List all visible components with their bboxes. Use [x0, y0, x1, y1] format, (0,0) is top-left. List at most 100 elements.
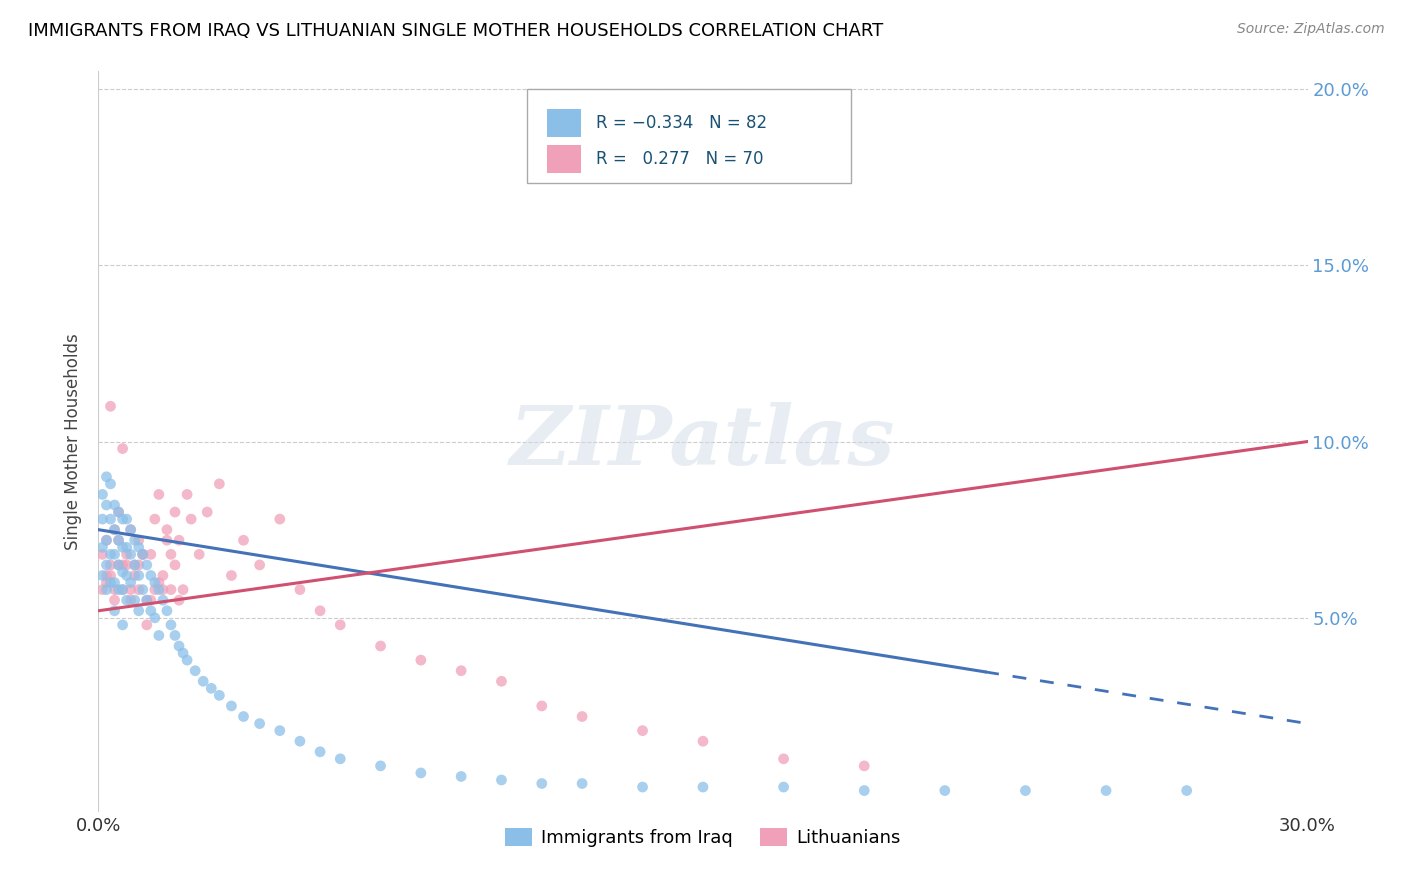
- Point: [107, 505, 129, 519]
- Point: [148, 575, 170, 590]
- Point: [329, 752, 352, 766]
- Point: [103, 498, 125, 512]
- Point: [160, 547, 183, 561]
- Text: R =   0.277   N = 70: R = 0.277 N = 70: [596, 150, 763, 168]
- Point: [124, 558, 146, 572]
- Point: [772, 780, 794, 794]
- Point: [530, 698, 553, 713]
- Point: [249, 716, 271, 731]
- Point: [208, 476, 231, 491]
- Point: [135, 593, 157, 607]
- Point: [103, 604, 125, 618]
- Point: [163, 628, 186, 642]
- Point: [156, 604, 179, 618]
- Point: [128, 568, 150, 582]
- Point: [139, 547, 162, 561]
- Point: [115, 547, 138, 561]
- Point: [100, 512, 122, 526]
- Point: [111, 582, 134, 597]
- Point: [132, 547, 155, 561]
- Point: [107, 558, 129, 572]
- Point: [329, 618, 352, 632]
- Point: [96, 498, 118, 512]
- Point: [120, 575, 142, 590]
- Point: [409, 766, 432, 780]
- Point: [934, 783, 956, 797]
- Point: [128, 533, 150, 548]
- Point: [530, 776, 553, 790]
- Point: [132, 582, 155, 597]
- Point: [111, 582, 134, 597]
- Point: [143, 611, 166, 625]
- Point: [111, 541, 134, 555]
- Point: [184, 664, 207, 678]
- Point: [115, 593, 138, 607]
- Point: [124, 593, 146, 607]
- Point: [96, 558, 118, 572]
- Point: [269, 723, 291, 738]
- Point: [120, 523, 142, 537]
- Point: [103, 523, 125, 537]
- Point: [143, 575, 166, 590]
- Point: [103, 523, 125, 537]
- Point: [167, 593, 190, 607]
- Point: [107, 582, 129, 597]
- Point: [115, 541, 138, 555]
- Point: [120, 593, 142, 607]
- Point: [100, 547, 122, 561]
- Point: [692, 734, 714, 748]
- Point: [124, 568, 146, 582]
- Point: [491, 772, 513, 787]
- Point: [96, 533, 118, 548]
- Point: [100, 476, 122, 491]
- Point: [160, 618, 183, 632]
- Point: [120, 547, 142, 561]
- Point: [107, 505, 129, 519]
- Point: [128, 558, 150, 572]
- Point: [232, 709, 254, 723]
- Point: [163, 505, 186, 519]
- Point: [143, 582, 166, 597]
- Point: [120, 523, 142, 537]
- Point: [139, 593, 162, 607]
- Point: [152, 593, 174, 607]
- Text: R = −0.334   N = 82: R = −0.334 N = 82: [596, 114, 768, 132]
- Point: [124, 558, 146, 572]
- Point: [135, 558, 157, 572]
- Point: [208, 689, 231, 703]
- Point: [491, 674, 513, 689]
- Text: Source: ZipAtlas.com: Source: ZipAtlas.com: [1237, 22, 1385, 37]
- Point: [167, 533, 190, 548]
- Text: IMMIGRANTS FROM IRAQ VS LITHUANIAN SINGLE MOTHER HOUSEHOLDS CORRELATION CHART: IMMIGRANTS FROM IRAQ VS LITHUANIAN SINGL…: [28, 22, 883, 40]
- Point: [103, 593, 125, 607]
- Point: [309, 745, 332, 759]
- Legend: Immigrants from Iraq, Lithuanians: Immigrants from Iraq, Lithuanians: [498, 821, 908, 855]
- Point: [853, 783, 876, 797]
- Point: [156, 533, 179, 548]
- Point: [221, 698, 243, 713]
- Point: [172, 646, 194, 660]
- Point: [135, 593, 157, 607]
- Point: [107, 533, 129, 548]
- Point: [91, 541, 114, 555]
- Point: [450, 664, 472, 678]
- Point: [120, 582, 142, 597]
- Point: [160, 582, 183, 597]
- Point: [111, 565, 134, 579]
- Point: [232, 533, 254, 548]
- Point: [115, 558, 138, 572]
- Point: [772, 752, 794, 766]
- Point: [96, 470, 118, 484]
- Point: [631, 780, 654, 794]
- Point: [1014, 783, 1036, 797]
- Point: [100, 558, 122, 572]
- Point: [176, 487, 198, 501]
- Text: ZIPatlas: ZIPatlas: [510, 401, 896, 482]
- Point: [288, 734, 311, 748]
- Point: [132, 547, 155, 561]
- Point: [91, 487, 114, 501]
- Point: [91, 568, 114, 582]
- Point: [96, 575, 118, 590]
- Point: [128, 541, 150, 555]
- Point: [288, 582, 311, 597]
